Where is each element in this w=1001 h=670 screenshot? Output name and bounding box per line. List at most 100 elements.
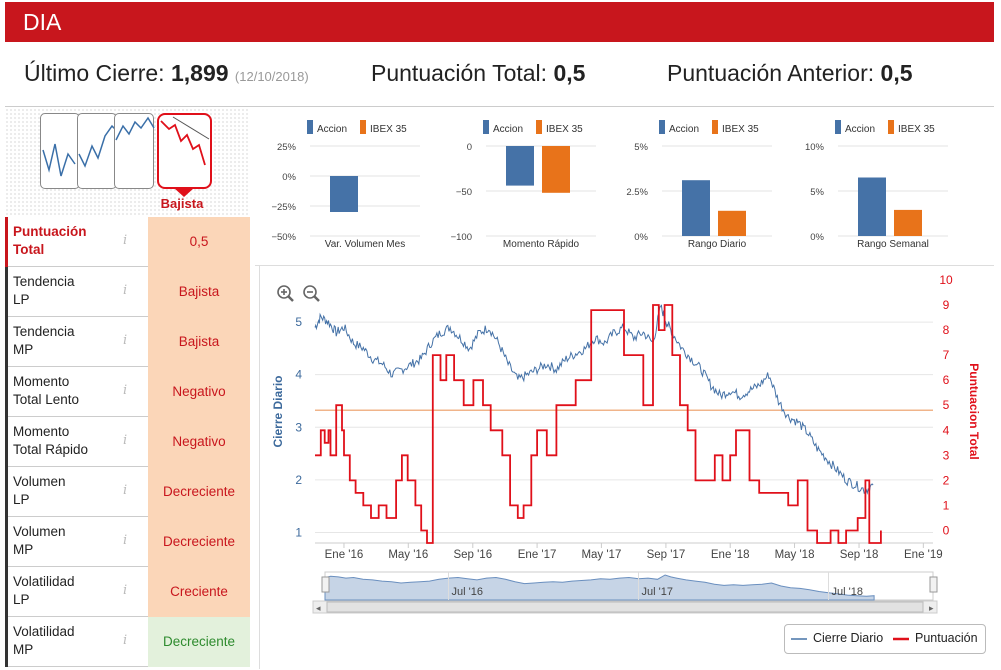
- tick-label: 5%: [810, 187, 824, 198]
- indicator-label-line1: Volumen: [13, 474, 66, 489]
- legend-accion-label: Accion: [669, 124, 699, 135]
- zoom-in-icon[interactable]: [277, 285, 294, 302]
- indicator-value: Decreciente: [148, 617, 250, 667]
- zoom-out-icon[interactable]: [303, 285, 320, 302]
- page-title: DIA: [5, 2, 994, 42]
- tick-label: −50%: [271, 232, 296, 243]
- indicator-label-line2: Total: [13, 242, 45, 257]
- bar-ibex: [894, 209, 922, 236]
- indicator-label: Momento Total Rápido: [5, 417, 150, 467]
- chart-title: Rango Diario: [688, 239, 747, 250]
- indicator-value: Decreciente: [148, 467, 250, 517]
- previous-score: Puntuación Anterior: 0,5: [667, 60, 913, 87]
- trend-icon-up[interactable]: [77, 113, 117, 189]
- bar-accion: [682, 180, 710, 236]
- indicator-row: Momento Total Lento i Negativo: [5, 367, 250, 417]
- last-close-label: Último Cierre:: [24, 60, 165, 86]
- tick-label: −100: [451, 232, 472, 243]
- uptrend-icon: [78, 124, 117, 168]
- price-line: [314, 304, 874, 495]
- divider: [255, 265, 994, 266]
- scroll-left-icon[interactable]: ◂: [316, 603, 321, 613]
- price-score-chart: 1 2 3 4 5 0 1 2 3 4 5 6 7 8 9 10 Ene '16 May '16 Sep '16 En…: [271, 273, 981, 614]
- tick-label: 5%: [634, 142, 648, 153]
- indicator-label-line1: Puntuación: [13, 224, 87, 239]
- indicator-label-line1: Momento: [13, 424, 70, 439]
- left-tick-label: 2: [295, 473, 302, 487]
- strong-uptrend-icon: [115, 116, 155, 141]
- summary-bar: Último Cierre: 1,899 (12/10/2018) Puntua…: [0, 46, 994, 104]
- scroll-right-icon[interactable]: ▸: [929, 603, 934, 613]
- navigator-label: Jul '18: [832, 586, 863, 598]
- info-icon[interactable]: i: [123, 583, 128, 598]
- scrollbar-thumb[interactable]: [326, 601, 924, 613]
- legend-accion-swatch: [835, 120, 841, 134]
- downtrend-icon: [160, 116, 210, 166]
- trend-icon-bearish-selected[interactable]: [157, 113, 212, 197]
- bar-ibex: [542, 146, 570, 193]
- info-icon[interactable]: i: [123, 483, 128, 498]
- right-tick-label: 5: [943, 398, 950, 412]
- tick-label: −25%: [271, 202, 296, 213]
- info-icon[interactable]: i: [123, 283, 128, 298]
- x-tick-label: Sep '16: [453, 549, 492, 561]
- chart-legend: Cierre Diario Puntuación: [784, 624, 986, 654]
- tick-label: 0: [467, 142, 472, 153]
- info-icon[interactable]: i: [123, 533, 128, 548]
- indicator-value: Negativo: [148, 367, 250, 417]
- legend-accion-swatch: [483, 120, 489, 134]
- indicator-table: Puntuación Total i 0,5 Tendencia LP i Bajista Te…: [5, 217, 250, 667]
- legend-score-label[interactable]: Puntuación: [915, 631, 978, 645]
- indicator-row: Momento Total Rápido i Negativo: [5, 417, 250, 467]
- legend-accion-swatch: [307, 120, 313, 134]
- indicator-label-line1: Volatilidad: [13, 624, 75, 639]
- indicator-label-line1: Tendencia: [13, 274, 75, 289]
- info-icon[interactable]: i: [123, 383, 128, 398]
- sideways-trend-icon: [42, 143, 76, 177]
- navigator-handle-left[interactable]: [321, 576, 330, 593]
- legend-ibex-swatch: [888, 120, 894, 134]
- tick-label: 10%: [805, 142, 825, 153]
- indicator-label-line2: MP: [13, 642, 34, 657]
- last-close-value: 1,899: [170, 60, 229, 86]
- legend-accion-swatch: [659, 120, 665, 134]
- indicator-label-line2: MP: [13, 542, 34, 557]
- legend-price-label[interactable]: Cierre Diario: [813, 631, 884, 645]
- indicator-label: Volatilidad LP: [5, 567, 150, 617]
- bar-ibex: [718, 210, 746, 236]
- info-icon[interactable]: i: [123, 333, 128, 348]
- tick-label: 0%: [282, 172, 296, 183]
- indicator-value: Negativo: [148, 417, 250, 467]
- previous-score-label: Puntuación Anterior:: [667, 60, 875, 86]
- navigator-handle-right[interactable]: [929, 576, 938, 593]
- info-icon[interactable]: i: [123, 233, 128, 248]
- divider: [5, 106, 994, 107]
- x-tick-label: Sep '18: [840, 549, 879, 561]
- tick-label: 25%: [277, 142, 297, 153]
- indicator-label-line2: LP: [13, 292, 30, 307]
- divider: [259, 265, 260, 669]
- indicator-value: Bajista: [148, 267, 250, 317]
- indicator-row: Volumen LP i Decreciente: [5, 467, 250, 517]
- selected-trend-label: Bajista: [160, 196, 204, 211]
- right-tick-label: 10: [939, 273, 953, 287]
- trend-icon-sideways[interactable]: [40, 113, 80, 189]
- indicator-label-line2: Total Lento: [13, 392, 80, 407]
- mini-bar-charts: Accion IBEX 35 25% 0% −25% −50% Var. Volumen M…: [271, 120, 948, 250]
- info-icon[interactable]: i: [123, 633, 128, 648]
- x-tick-label: May '16: [388, 549, 428, 561]
- left-tick-label: 4: [295, 368, 302, 382]
- left-tick-label: 3: [295, 420, 302, 434]
- tick-label: 0%: [810, 232, 824, 243]
- x-tick-label: Ene '17: [518, 549, 557, 561]
- indicator-value: Decreciente: [148, 517, 250, 567]
- legend-ibex-swatch: [360, 120, 366, 134]
- trend-icon-strong-up[interactable]: [114, 113, 155, 189]
- right-tick-label: 0: [943, 523, 950, 537]
- zoom-handle: [287, 295, 294, 302]
- navigator-area: [324, 574, 875, 601]
- info-icon[interactable]: i: [123, 433, 128, 448]
- score-line: [315, 304, 882, 544]
- legend-swatches: [791, 637, 909, 641]
- indicator-label: Volatilidad MP: [5, 617, 150, 667]
